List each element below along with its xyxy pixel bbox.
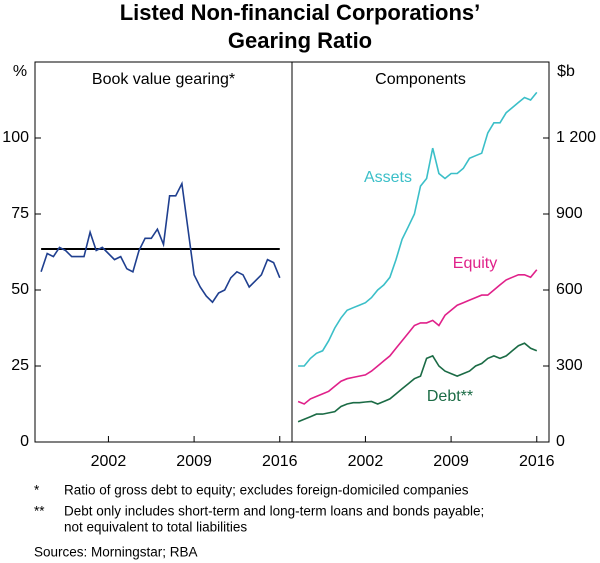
- axis-unit: %: [13, 63, 27, 80]
- series-label: Equity: [453, 255, 497, 272]
- panel-title: Book value gearing*: [92, 71, 235, 88]
- y-tick-label: 50: [11, 281, 29, 298]
- x-tick-label: 2016: [262, 453, 298, 470]
- y-tick-label: 300: [556, 357, 583, 374]
- sources: Sources: Morningstar; RBA: [34, 545, 198, 560]
- series-label: Assets: [364, 169, 412, 186]
- footnote-text: not equivalent to total liabilities: [64, 520, 247, 535]
- x-tick-label: 2002: [348, 453, 384, 470]
- series-line: [40, 180, 281, 304]
- x-tick-label: 2016: [519, 453, 555, 470]
- footnote-text: Debt only includes short-term and long-t…: [64, 504, 484, 519]
- chart-title: Listed Non-financial Corporations’: [120, 0, 481, 25]
- footnote-marker: *: [34, 483, 40, 498]
- chart-title: Gearing Ratio: [228, 28, 372, 53]
- x-tick-label: 2002: [91, 453, 127, 470]
- y-tick-label: 75: [11, 205, 29, 222]
- y-tick-label: 0: [20, 433, 29, 450]
- series-line: [298, 91, 538, 367]
- y-tick-label: 600: [556, 281, 583, 298]
- series-line: [297, 269, 538, 405]
- y-tick-label: 1 200: [556, 129, 596, 146]
- series-line: [297, 342, 538, 423]
- y-tick-label: 900: [556, 205, 583, 222]
- series-label: Debt**: [427, 388, 473, 405]
- y-tick-label: 25: [11, 357, 29, 374]
- panel-title: Components: [375, 71, 466, 88]
- x-tick-label: 2009: [176, 453, 212, 470]
- y-tick-label: 100: [2, 129, 29, 146]
- footnote-marker: **: [34, 504, 45, 519]
- axis-unit: $b: [557, 63, 575, 80]
- x-tick-label: 2009: [433, 453, 469, 470]
- y-tick-label: 0: [556, 433, 565, 450]
- footnote-text: Ratio of gross debt to equity; excludes …: [64, 483, 469, 498]
